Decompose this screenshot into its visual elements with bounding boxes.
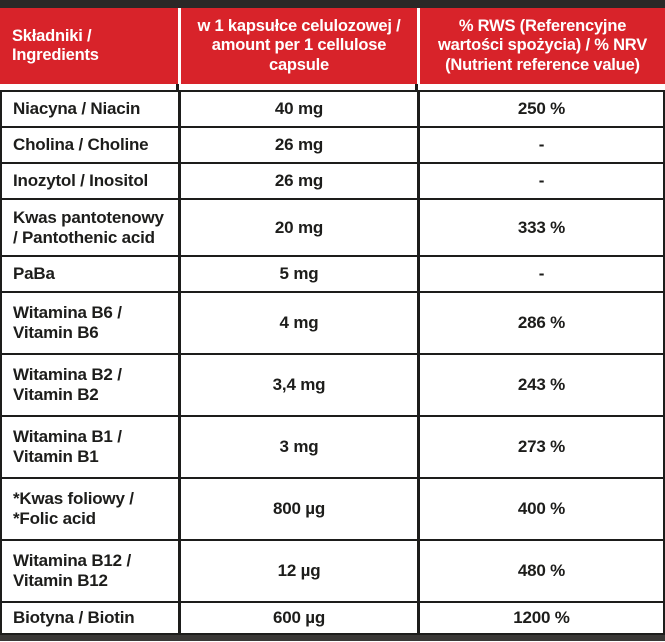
ingredient-rws: 400 % [417, 479, 663, 539]
ingredient-amount: 20 mg [178, 200, 417, 255]
ingredient-amount: 3,4 mg [178, 355, 417, 415]
ingredient-name: Kwas pantotenowy / Pantothenic acid [13, 207, 164, 247]
table-row-biotin: Biotyna / Biotin 600 µg 1200 % [2, 601, 663, 633]
header-rws-label: % RWS (Referencyjne wartości spożycia) /… [437, 16, 648, 74]
top-bar [0, 0, 665, 8]
ingredient-rws: - [417, 257, 663, 291]
table-row-vitamin-b6: Witamina B6 / Vitamin B6 4 mg 286 % [2, 291, 663, 353]
ingredient-name: Witamina B12 / Vitamin B12 [13, 551, 131, 590]
ingredient-rws: 273 % [417, 417, 663, 477]
ingredient-rws: - [417, 128, 663, 162]
ingredient-rws: 1200 % [417, 603, 663, 633]
ingredient-amount: 5 mg [178, 257, 417, 291]
ingredient-name: Inozytol / Inositol [13, 171, 149, 191]
table-row-choline: Cholina / Choline 26 mg - [2, 126, 663, 162]
table-header: Składniki / Ingredients w 1 kapsułce cel… [0, 8, 665, 84]
header-ingredients-label: Składniki / Ingredients [12, 26, 99, 64]
bottom-bar [0, 635, 665, 641]
ingredient-name: Cholina / Choline [13, 135, 149, 155]
table-row-pantothenic-acid: Kwas pantotenowy / Pantothenic acid 20 m… [2, 198, 663, 255]
header-body-gap [0, 84, 665, 90]
column-divider-tick [415, 84, 418, 90]
header-cell-ingredients: Składniki / Ingredients [0, 8, 178, 84]
ingredient-amount: 3 mg [178, 417, 417, 477]
ingredient-name: *Kwas foliowy / *Folic acid [13, 489, 134, 528]
ingredient-name: Witamina B2 / Vitamin B2 [13, 365, 122, 404]
ingredient-amount: 26 mg [178, 164, 417, 198]
ingredient-rws: 243 % [417, 355, 663, 415]
table-row-vitamin-b1: Witamina B1 / Vitamin B1 3 mg 273 % [2, 415, 663, 477]
ingredient-amount: 800 µg [178, 479, 417, 539]
ingredient-name: Niacyna / Niacin [13, 99, 141, 119]
table-row-inositol: Inozytol / Inositol 26 mg - [2, 162, 663, 198]
table-row-paba: PaBa 5 mg - [2, 255, 663, 291]
ingredient-amount: 4 mg [178, 293, 417, 353]
ingredient-rws: - [417, 164, 663, 198]
column-divider-tick [176, 84, 179, 90]
header-amount-label: w 1 kapsułce celulozowej / amount per 1 … [197, 16, 401, 74]
ingredient-amount: 26 mg [178, 128, 417, 162]
header-cell-amount: w 1 kapsułce celulozowej / amount per 1 … [178, 8, 417, 84]
table-body: Niacyna / Niacin 40 mg 250 % Cholina / C… [0, 90, 665, 636]
ingredient-name: Biotyna / Biotin [13, 608, 135, 628]
table-row-vitamin-b2: Witamina B2 / Vitamin B2 3,4 mg 243 % [2, 353, 663, 415]
ingredient-name: Witamina B1 / Vitamin B1 [13, 427, 122, 466]
table-row-niacin: Niacyna / Niacin 40 mg 250 % [2, 92, 663, 126]
ingredient-rws: 333 % [417, 200, 663, 255]
ingredient-amount: 600 µg [178, 603, 417, 633]
ingredient-rws: 480 % [417, 541, 663, 601]
ingredient-amount: 12 µg [178, 541, 417, 601]
ingredient-amount: 40 mg [178, 92, 417, 126]
ingredient-rws: 250 % [417, 92, 663, 126]
ingredient-name: Witamina B6 / Vitamin B6 [13, 303, 122, 342]
header-cell-rws: % RWS (Referencyjne wartości spożycia) /… [417, 8, 665, 84]
table-row-vitamin-b12: Witamina B12 / Vitamin B12 12 µg 480 % [2, 539, 663, 601]
table-row-folic-acid: *Kwas foliowy / *Folic acid 800 µg 400 % [2, 477, 663, 539]
ingredient-name: PaBa [13, 264, 55, 284]
ingredient-rws: 286 % [417, 293, 663, 353]
